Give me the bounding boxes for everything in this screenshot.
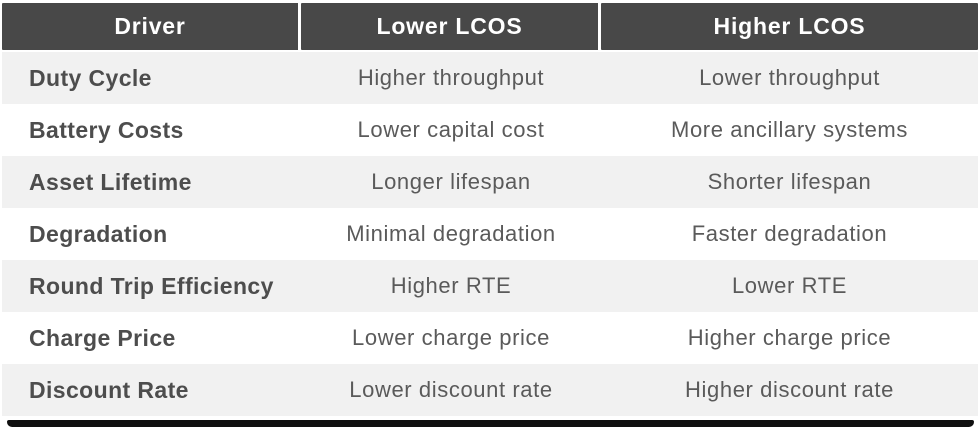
table-row-round-trip-efficiency: Round Trip Efficiency Higher RTE Lower R… [2,260,978,312]
driver-cell: Battery Costs [29,117,184,143]
driver-cell: Discount Rate [29,377,189,403]
table-bottom-border [7,420,974,427]
table-body: Duty Cycle Higher throughput Lower throu… [2,52,978,416]
lower-lcos-cell: Higher throughput [357,65,545,90]
higher-lcos-cell: More ancillary systems [671,117,908,142]
table-header-row: Driver Lower LCOS Higher LCOS [2,3,978,50]
table-row-asset-lifetime: Asset Lifetime Longer lifespan Shorter l… [2,156,978,208]
lower-lcos-cell: Lower charge price [352,325,550,350]
driver-cell: Degradation [29,221,168,247]
driver-cell: Asset Lifetime [29,169,192,195]
table-row-degradation: Degradation Minimal degradation Faster d… [2,208,978,260]
lower-lcos-cell: Lower capital cost [357,117,545,142]
lower-lcos-cell: Longer lifespan [371,169,531,194]
table-row-duty-cycle: Duty Cycle Higher throughput Lower throu… [2,52,978,104]
driver-cell: Duty Cycle [29,65,152,91]
driver-cell: Round Trip Efficiency [29,273,274,299]
table-row-battery-costs: Battery Costs Lower capital cost More an… [2,104,978,156]
driver-cell: Charge Price [29,325,176,351]
column-header-driver: Driver [2,3,301,50]
column-header-lower-lcos: Lower LCOS [301,3,601,50]
lcos-drivers-table: Driver Lower LCOS Higher LCOS Duty Cycle… [0,3,980,429]
lower-lcos-cell: Lower discount rate [349,377,553,402]
higher-lcos-cell: Higher discount rate [685,377,894,402]
lower-lcos-cell: Higher RTE [390,273,512,298]
higher-lcos-cell: Lower throughput [699,65,880,90]
lower-lcos-cell: Minimal degradation [346,221,556,246]
higher-lcos-cell: Faster degradation [691,221,888,246]
column-header-higher-lcos: Higher LCOS [601,3,978,50]
higher-lcos-cell: Shorter lifespan [707,169,872,194]
table-row-discount-rate: Discount Rate Lower discount rate Higher… [2,364,978,416]
higher-lcos-cell: Lower RTE [731,273,848,298]
table-row-charge-price: Charge Price Lower charge price Higher c… [2,312,978,364]
higher-lcos-cell: Higher charge price [687,325,892,350]
